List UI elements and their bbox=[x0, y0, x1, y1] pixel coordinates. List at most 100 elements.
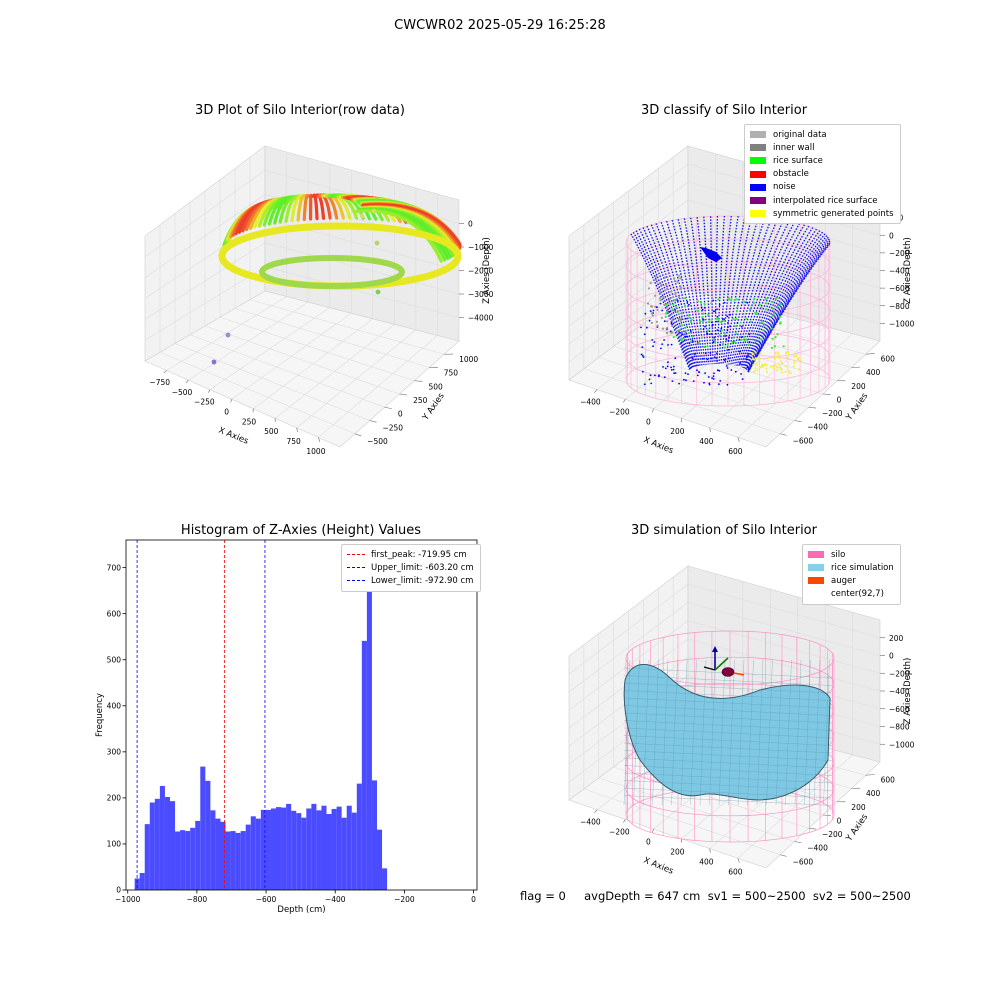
rice-surface-point bbox=[734, 325, 738, 328]
noise-point bbox=[706, 358, 709, 361]
x-tick-label: 600 bbox=[728, 868, 743, 877]
legend-label: auger bbox=[831, 575, 856, 586]
noise-point bbox=[683, 378, 685, 381]
z-tick-label: −400 bbox=[889, 267, 910, 276]
inner-wall-point bbox=[676, 280, 679, 283]
histogram-bar bbox=[240, 831, 246, 890]
noise-point bbox=[652, 309, 655, 312]
noise-point bbox=[719, 380, 722, 382]
y-tick-label: 500 bbox=[428, 382, 443, 391]
symmetric-point bbox=[766, 356, 769, 360]
histogram-legend: first_peak: -719.95 cm Upper_limit: -603… bbox=[341, 544, 481, 592]
y-tick-label: 0 bbox=[398, 410, 403, 419]
noise-point bbox=[661, 309, 664, 312]
noise-point bbox=[727, 339, 730, 342]
grid-line bbox=[598, 777, 795, 842]
noise-point bbox=[670, 369, 673, 371]
rice-surface-point bbox=[748, 308, 752, 311]
noise-point bbox=[727, 348, 730, 351]
grid-line bbox=[687, 199, 881, 254]
z-tick-label: −400 bbox=[889, 687, 910, 696]
noise-arc bbox=[677, 219, 704, 366]
noise-point bbox=[711, 377, 713, 379]
y-tick bbox=[794, 420, 802, 423]
rice-surface-point bbox=[717, 298, 720, 301]
z-tick-label: −4000 bbox=[468, 314, 494, 323]
rice-surface-point bbox=[764, 297, 767, 300]
noise-point bbox=[652, 345, 654, 348]
noise-point bbox=[724, 358, 727, 361]
histogram-frame bbox=[125, 539, 478, 891]
inner-wall-point bbox=[669, 302, 672, 305]
rice-surface-point bbox=[739, 338, 743, 342]
rice-surface-point bbox=[684, 330, 687, 333]
raw-outlier-point bbox=[371, 208, 377, 214]
rice-surface-point bbox=[771, 314, 774, 317]
legend-entry: Lower_limit: -972.90 cm bbox=[347, 574, 474, 587]
noise-point bbox=[663, 320, 666, 323]
grid-line bbox=[144, 242, 266, 320]
y-tick bbox=[780, 854, 787, 857]
symmetric-point bbox=[778, 356, 781, 360]
histogram-bar bbox=[341, 817, 347, 890]
noise-arc bbox=[745, 231, 824, 370]
symmetric-point bbox=[752, 363, 755, 366]
rice-surface-point bbox=[753, 297, 756, 301]
histogram-bar bbox=[311, 803, 317, 890]
noise-point bbox=[648, 378, 651, 381]
noise-point bbox=[717, 369, 719, 372]
x-direction-arrow bbox=[703, 666, 716, 671]
rice-surface-point bbox=[665, 310, 669, 313]
y-tick-label: 1000 bbox=[459, 355, 478, 364]
histogram-bar bbox=[245, 824, 251, 890]
classify-plot-title: 3D classify of Silo Interior bbox=[640, 103, 808, 118]
histogram-title: Histogram of Z-Axies (Height) Values bbox=[180, 523, 422, 538]
y-tick-label: 0 bbox=[837, 816, 842, 825]
noise-point bbox=[667, 361, 669, 364]
noise-point bbox=[726, 383, 729, 386]
noise-point bbox=[641, 354, 644, 357]
legend-label: center(92,7) bbox=[831, 589, 884, 600]
noise-point bbox=[661, 343, 664, 345]
rice-surface-point bbox=[728, 297, 731, 300]
symmetric-point bbox=[780, 368, 783, 371]
noise-point bbox=[725, 365, 728, 367]
histogram-bar bbox=[331, 808, 337, 890]
y-tick-label: 0 bbox=[837, 395, 842, 404]
inner-wall-point bbox=[656, 308, 659, 311]
symmetric-point bbox=[793, 355, 796, 358]
grid-line bbox=[583, 788, 781, 856]
symmetric-point bbox=[769, 365, 773, 368]
histogram-bar bbox=[346, 805, 352, 890]
simulation-legend: silo rice simulation auger center(92,7) bbox=[802, 544, 901, 605]
y-tick bbox=[399, 393, 408, 396]
noise-cluster bbox=[700, 247, 722, 262]
x-tick-label: −200 bbox=[609, 407, 630, 416]
noise-arc bbox=[743, 228, 818, 369]
grid-line bbox=[144, 218, 266, 299]
z-tick-label: 0 bbox=[468, 220, 473, 229]
symmetric-point bbox=[756, 368, 759, 371]
x-tick bbox=[652, 829, 654, 833]
y-tick bbox=[865, 774, 875, 776]
auger-body bbox=[721, 667, 735, 677]
surface-mesh-line bbox=[623, 727, 833, 739]
noise-point bbox=[681, 333, 683, 335]
rice-surface-point bbox=[782, 345, 785, 348]
raw-scan-line bbox=[311, 193, 319, 221]
noise-point bbox=[653, 341, 656, 343]
noise-point bbox=[727, 322, 729, 324]
x-tick-label: −400 bbox=[580, 398, 601, 407]
rice-surface-point bbox=[685, 325, 688, 328]
rice-surface-point bbox=[707, 313, 710, 316]
silo-wire-ring bbox=[625, 307, 831, 361]
x-tick-label: 250 bbox=[242, 417, 257, 426]
histogram-bar bbox=[139, 872, 145, 890]
legend-entry: original data bbox=[750, 128, 894, 141]
x-tick-label: 500 bbox=[264, 427, 279, 436]
noise-point bbox=[710, 321, 713, 324]
surface-mesh-line bbox=[699, 659, 707, 806]
noise-point bbox=[727, 357, 730, 360]
legend-swatch bbox=[750, 144, 766, 152]
symmetric-point bbox=[787, 353, 790, 357]
